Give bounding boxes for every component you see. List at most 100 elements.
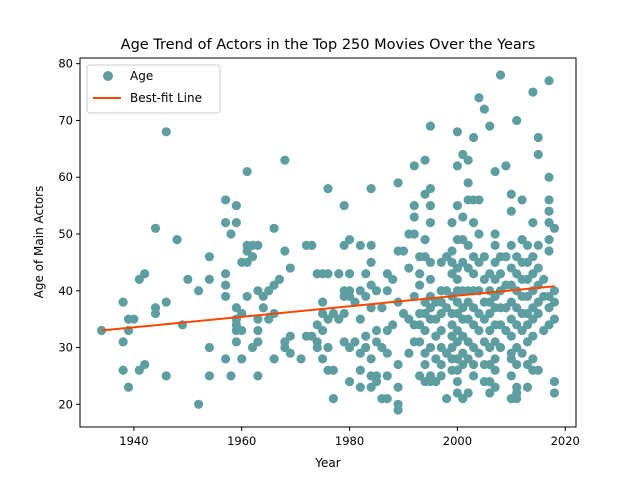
data-point: [204, 371, 214, 381]
data-point: [280, 246, 290, 256]
data-point: [404, 348, 414, 358]
data-point: [468, 132, 479, 143]
data-point: [323, 342, 333, 353]
data-point: [361, 269, 371, 279]
fit-line-layer: [101, 285, 555, 332]
data-point: [253, 325, 263, 336]
data-point: [506, 331, 516, 341]
x-axis-ticks: 1940 1960 1980 2000 2020: [119, 427, 580, 448]
data-point: [495, 342, 506, 353]
data-point: [533, 132, 543, 143]
data-point: [409, 212, 419, 222]
data-point: [361, 331, 371, 341]
data-point: [495, 269, 506, 279]
data-point: [318, 354, 328, 364]
data-point: [140, 269, 150, 279]
data-point: [506, 371, 516, 381]
data-point: [398, 246, 409, 256]
data-point: [539, 274, 549, 284]
data-point: [409, 229, 419, 239]
data-point: [258, 303, 268, 313]
data-point: [285, 263, 295, 273]
data-point: [371, 376, 382, 387]
data-point: [231, 218, 241, 228]
data-point: [452, 127, 462, 137]
data-point: [533, 240, 543, 250]
data-point: [544, 246, 554, 256]
data-point: [501, 161, 511, 171]
data-point: [350, 337, 360, 347]
data-point: [415, 280, 425, 290]
y-axis-label: Age of Main Actors: [32, 186, 46, 299]
data-point: [118, 365, 128, 375]
data-point: [409, 201, 419, 211]
y-axis-ticks: 20 30 40 50 60 70 80: [58, 57, 80, 411]
data-point: [522, 240, 533, 250]
data-point: [355, 365, 365, 375]
data-point: [382, 348, 392, 358]
data-point: [242, 166, 252, 177]
data-point: [528, 87, 538, 97]
data-point: [468, 269, 479, 279]
data-point: [425, 201, 436, 211]
data-point: [463, 388, 473, 398]
data-point: [549, 314, 560, 324]
data-point: [436, 325, 446, 336]
data-point: [361, 291, 371, 302]
data-point: [220, 218, 231, 228]
data-point: [371, 325, 382, 336]
y-tick-label: 30: [58, 341, 73, 355]
data-point: [361, 342, 371, 353]
x-tick-label: 1940: [119, 434, 148, 448]
data-point: [323, 269, 333, 279]
data-point: [517, 348, 527, 358]
data-point: [269, 354, 279, 364]
data-point: [425, 257, 436, 267]
data-point: [220, 354, 231, 364]
data-point: [544, 195, 554, 205]
x-tick-label: 1980: [335, 434, 364, 448]
data-point: [339, 201, 349, 211]
data-point: [204, 342, 214, 353]
chart-title: Age Trend of Actors in the Top 250 Movie…: [121, 37, 536, 53]
data-point: [247, 252, 258, 262]
data-point: [393, 178, 403, 188]
data-point: [517, 195, 527, 205]
data-point: [544, 76, 554, 86]
data-point: [231, 337, 241, 347]
data-point: [242, 291, 252, 302]
data-point: [204, 274, 214, 284]
data-point: [474, 195, 484, 205]
data-point: [420, 359, 430, 370]
data-point: [409, 161, 419, 171]
data-point: [150, 308, 161, 319]
data-point: [150, 223, 161, 233]
data-point: [366, 240, 376, 250]
data-point: [366, 183, 376, 194]
data-point: [490, 166, 500, 177]
data-point: [334, 269, 344, 279]
data-point: [366, 257, 376, 267]
data-point: [512, 359, 522, 370]
data-point: [485, 121, 495, 131]
data-point: [253, 240, 263, 250]
data-point: [220, 291, 231, 302]
data-point: [194, 399, 204, 409]
data-point: [237, 325, 247, 336]
data-point: [452, 161, 462, 171]
data-point: [296, 354, 306, 364]
data-point: [522, 382, 533, 392]
data-point: [366, 354, 376, 364]
data-point: [544, 206, 554, 216]
data-point: [415, 269, 425, 279]
data-point: [269, 223, 279, 233]
data-point: [350, 297, 360, 307]
data-point: [404, 263, 414, 273]
data-point: [528, 331, 538, 341]
data-point: [490, 382, 500, 392]
data-point: [226, 371, 236, 381]
data-point: [528, 354, 538, 364]
data-point: [231, 201, 241, 211]
data-point: [415, 337, 425, 347]
data-point: [549, 297, 560, 307]
